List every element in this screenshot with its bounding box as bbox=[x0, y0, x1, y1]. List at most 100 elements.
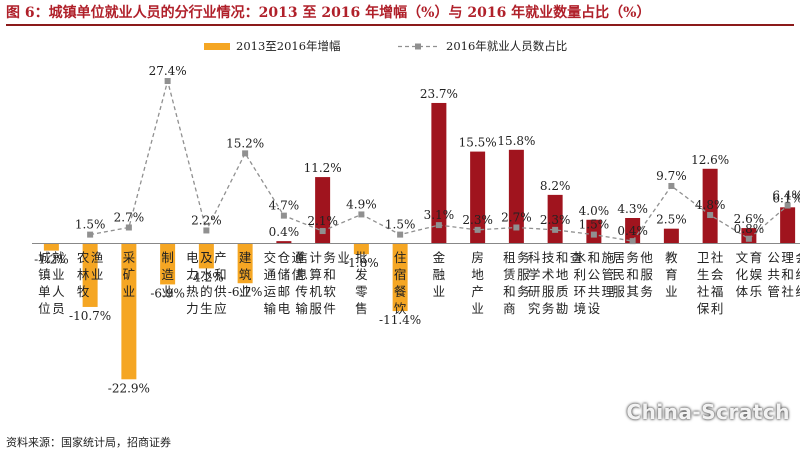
category-label: 电力热力及水的生产和供应 bbox=[186, 250, 227, 316]
share-point bbox=[319, 228, 326, 235]
bar bbox=[82, 243, 98, 307]
share-point bbox=[513, 224, 520, 231]
share-point bbox=[164, 78, 171, 85]
bar-value-label: 23.7% bbox=[420, 87, 458, 101]
share-value-label: 3.1% bbox=[424, 208, 455, 222]
bar-value-label: 2.5% bbox=[656, 213, 687, 227]
share-value-label: 2.3% bbox=[462, 213, 493, 227]
bar-value-label: -6.7% bbox=[228, 285, 263, 299]
bar-value-label: 8.2% bbox=[540, 179, 571, 193]
category-label: 城镇单位就业人员 bbox=[38, 250, 65, 316]
share-point bbox=[280, 212, 287, 219]
share-value-label: 0.8% bbox=[734, 222, 765, 236]
bar bbox=[702, 168, 718, 244]
bar bbox=[276, 241, 292, 244]
share-value-label: 9.7% bbox=[656, 169, 687, 183]
category-label: 建筑业 bbox=[239, 250, 252, 299]
share-value-label: 2.2% bbox=[191, 213, 222, 227]
category-label: 教育业 bbox=[665, 250, 678, 299]
category-label: 公共管理和社会组织 bbox=[767, 250, 800, 299]
bar bbox=[392, 243, 408, 312]
bar bbox=[663, 228, 679, 244]
watermark: China-Scratch bbox=[626, 400, 790, 424]
share-value-label: 1.5% bbox=[579, 218, 610, 232]
bar-value-label: 0.4% bbox=[269, 225, 300, 239]
share-value-label: 6.4% bbox=[772, 189, 800, 203]
share-point bbox=[397, 231, 404, 238]
bar bbox=[353, 243, 369, 255]
category-label: 居民服务和其他服务 bbox=[612, 250, 653, 299]
share-value-label: 1.5% bbox=[75, 218, 106, 232]
share-point bbox=[125, 224, 132, 231]
category-label: 采矿业 bbox=[123, 250, 136, 299]
legend-swatch-growth bbox=[204, 43, 230, 50]
share-value-label: 2.3% bbox=[540, 213, 571, 227]
category-label: 租赁和商务服务 bbox=[503, 250, 530, 316]
share-point bbox=[668, 182, 675, 189]
share-point bbox=[358, 211, 365, 218]
source-note: 资料来源：国家统计局，招商证券 bbox=[6, 436, 171, 449]
bar-value-label: 4.3% bbox=[617, 202, 648, 216]
bar bbox=[315, 177, 331, 244]
share-point bbox=[707, 212, 714, 219]
bar-value-label: -1.8% bbox=[344, 256, 379, 270]
share-point bbox=[552, 226, 559, 233]
share-value-label: 4.7% bbox=[269, 199, 300, 213]
category-label: 制造业 bbox=[161, 250, 174, 299]
bar-value-label: -1.2% bbox=[34, 253, 69, 267]
category-label: 水利环境和公共设施管理 bbox=[574, 250, 615, 316]
category-label: 住宿餐饮 bbox=[394, 250, 407, 316]
bar bbox=[547, 194, 563, 244]
category-label: 房地产业 bbox=[471, 250, 484, 316]
bar-value-label: 12.6% bbox=[691, 153, 729, 167]
share-value-label: 27.4% bbox=[149, 64, 187, 78]
bar bbox=[160, 243, 176, 285]
share-point bbox=[745, 235, 752, 242]
share-point bbox=[435, 222, 442, 229]
share-value-label: 1.5% bbox=[385, 218, 416, 232]
title-rule bbox=[6, 24, 794, 26]
share-point bbox=[87, 231, 94, 238]
legend-marker-share bbox=[415, 43, 421, 50]
bar bbox=[625, 218, 641, 244]
share-value-label: 4.9% bbox=[346, 197, 377, 211]
bar bbox=[431, 102, 447, 244]
bar-value-label: -4.2% bbox=[189, 270, 224, 284]
share-point bbox=[784, 202, 791, 209]
share-point bbox=[242, 150, 249, 157]
category-label: 批发零售 bbox=[355, 250, 368, 316]
share-value-label: 0.4% bbox=[617, 224, 648, 238]
bar-value-label: 6.1% bbox=[772, 191, 800, 205]
share-value-label: 2.7% bbox=[114, 210, 145, 224]
bar-value-label: 4.0% bbox=[579, 204, 610, 218]
bar bbox=[43, 243, 59, 251]
bar-value-label: -10.7% bbox=[69, 309, 111, 323]
bar bbox=[198, 243, 214, 269]
bar-value-label: 11.2% bbox=[304, 161, 342, 175]
category-label: 卫生社保社会福利 bbox=[697, 250, 724, 316]
legend-label-share: 2016年就业人员数占比 bbox=[446, 39, 567, 53]
bar-value-label: -6.9% bbox=[150, 286, 185, 300]
legend-label-growth: 2013至2016年增幅 bbox=[236, 39, 341, 53]
bar-value-label: 15.5% bbox=[459, 136, 497, 150]
bar bbox=[237, 243, 253, 284]
share-value-label: 4.8% bbox=[695, 198, 726, 212]
category-label: 文化体育娱乐 bbox=[736, 250, 763, 299]
share-value-label: 2.1% bbox=[307, 214, 338, 228]
share-value-label: 15.2% bbox=[226, 136, 264, 150]
category-label: 农林牧渔业 bbox=[77, 250, 104, 299]
category-label: 交通运输仓储邮电通信 bbox=[264, 250, 305, 316]
chart-title: 图 6：城镇单位就业人员的分行业情况：2013 至 2016 年增幅（%）与 2… bbox=[6, 5, 651, 21]
bar bbox=[780, 207, 796, 244]
bar bbox=[508, 149, 524, 244]
share-point bbox=[629, 238, 636, 245]
category-label: 金融业 bbox=[433, 250, 446, 299]
bar bbox=[121, 243, 137, 380]
bar-value-label: -11.4% bbox=[379, 313, 421, 327]
share-point bbox=[590, 231, 597, 238]
share-point bbox=[203, 227, 210, 234]
bar-value-label: -22.9% bbox=[108, 381, 150, 395]
share-point bbox=[474, 226, 481, 233]
legend: 2013至2016年增幅 2016年就业人员数占比 bbox=[204, 39, 567, 53]
